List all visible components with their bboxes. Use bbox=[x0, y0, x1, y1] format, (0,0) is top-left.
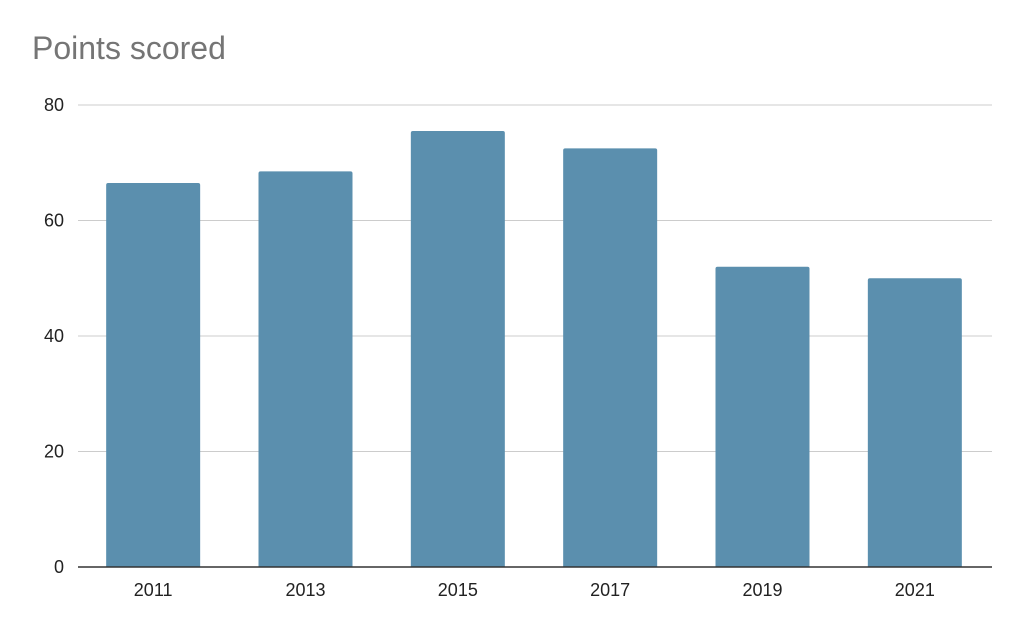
bar-2011 bbox=[106, 182, 201, 567]
y-tick-label-60: 60 bbox=[44, 211, 64, 231]
bar-2015 bbox=[410, 130, 505, 568]
x-tick-label-2015: 2015 bbox=[438, 580, 478, 600]
y-tick-label-40: 40 bbox=[44, 326, 64, 346]
x-tick-label-2011: 2011 bbox=[134, 580, 173, 600]
bar-2021 bbox=[867, 278, 962, 567]
bar-2017 bbox=[563, 148, 658, 567]
y-tick-label-20: 20 bbox=[44, 442, 64, 462]
bar-2013 bbox=[258, 171, 353, 567]
x-tick-label-2017: 2017 bbox=[590, 580, 630, 600]
bar-2019 bbox=[715, 266, 810, 567]
x-tick-label-2013: 2013 bbox=[285, 580, 325, 600]
x-tick-label-2019: 2019 bbox=[742, 580, 782, 600]
x-tick-label-2021: 2021 bbox=[895, 580, 935, 600]
chart-title: Points scored bbox=[32, 30, 226, 66]
y-axis-tick-labels: 0 20 40 60 80 bbox=[44, 95, 64, 577]
bars bbox=[106, 130, 962, 568]
y-tick-label-0: 0 bbox=[54, 557, 64, 577]
x-axis-tick-labels: 2011 2013 2015 2017 2019 2021 bbox=[134, 580, 935, 600]
gridlines bbox=[78, 104, 992, 452]
y-tick-label-80: 80 bbox=[44, 95, 64, 115]
